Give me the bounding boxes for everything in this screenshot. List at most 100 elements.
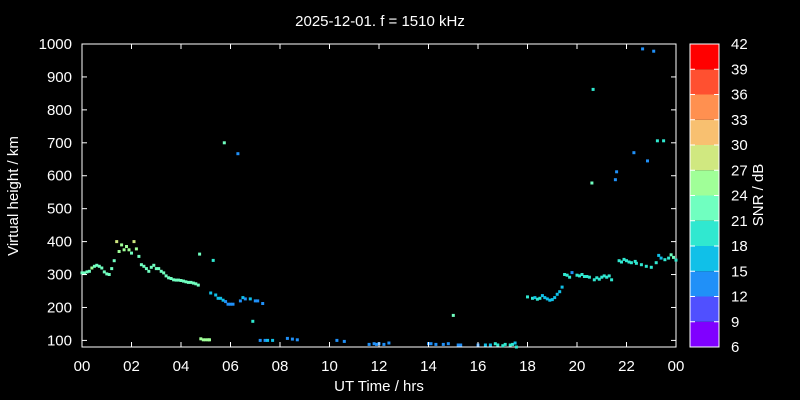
colorbar-tick-label: 12 [731, 289, 748, 306]
data-point [632, 151, 636, 155]
colorbar-segment [690, 195, 719, 221]
data-point [87, 269, 91, 273]
x-axis: 00 02 04 06 08 10 12 14 16 18 20 22 00 [74, 44, 684, 375]
data-point [592, 278, 596, 282]
colorbar-tick-label: 18 [731, 238, 748, 255]
data-point [238, 299, 242, 303]
data-point [258, 338, 262, 342]
data-point [602, 274, 606, 278]
data-point [585, 275, 589, 278]
data-point [199, 337, 203, 341]
data-point [92, 264, 96, 268]
data-point [191, 281, 195, 285]
data-point [80, 271, 84, 275]
data-point [667, 256, 671, 260]
data-point [545, 297, 549, 301]
data-point [216, 296, 220, 300]
data-point [211, 258, 215, 262]
data-point [620, 260, 623, 264]
data-point [266, 338, 270, 342]
data-point [514, 345, 518, 349]
colorbar-segment [690, 145, 719, 171]
y-tick-label: 1000 [39, 36, 72, 53]
y-tick-label: 200 [47, 299, 72, 316]
data-point [208, 338, 211, 342]
data-point [387, 341, 391, 345]
colorbar-segment [690, 69, 719, 95]
x-tick-label: 04 [173, 358, 190, 375]
data-point [540, 294, 544, 298]
data-point [483, 343, 487, 347]
colorbar-segment [690, 170, 719, 196]
data-point [372, 342, 376, 346]
chart-title: 2025-12-01. f = 1510 kHz [295, 13, 465, 30]
data-point [555, 292, 559, 296]
data-point [659, 256, 663, 260]
data-point [558, 290, 562, 294]
data-point [261, 302, 265, 305]
y-tick-label: 800 [47, 102, 72, 119]
y-tick-label: 600 [47, 168, 72, 185]
data-point [219, 296, 223, 300]
data-point [627, 260, 631, 264]
data-point [290, 337, 294, 341]
data-point [531, 296, 534, 300]
colorbar-segment [690, 246, 719, 272]
data-point [560, 285, 564, 289]
data-points [80, 47, 678, 349]
x-tick-label: 00 [74, 358, 91, 375]
data-point [633, 259, 637, 263]
data-point [83, 271, 86, 275]
data-point [591, 87, 595, 91]
colorbar-tick-label: 27 [731, 162, 748, 179]
data-point [459, 343, 463, 347]
data-point [610, 278, 614, 282]
data-point [159, 269, 163, 273]
data-point [174, 278, 178, 282]
data-point [90, 266, 94, 270]
x-tick-label: 20 [569, 358, 586, 375]
data-point [607, 274, 611, 278]
data-point [182, 279, 185, 283]
data-point [646, 159, 649, 163]
x-tick-label: 10 [321, 358, 338, 375]
y-tick-label: 500 [47, 201, 72, 218]
data-point [134, 247, 138, 251]
data-point [102, 270, 106, 274]
data-point [657, 253, 661, 257]
y-tick-label: 400 [47, 234, 72, 251]
data-point [451, 313, 455, 317]
x-tick-label: 14 [420, 358, 437, 375]
y-axis-label: Virtual height / km [5, 136, 22, 256]
data-point [248, 297, 252, 301]
data-point [95, 263, 99, 267]
data-point [629, 261, 633, 265]
colorbar-label: SNR / dB [750, 164, 767, 227]
data-point [511, 342, 515, 346]
data-point [615, 170, 619, 174]
data-point [342, 339, 346, 343]
data-point [189, 280, 193, 284]
data-point [209, 291, 213, 295]
data-point [550, 298, 554, 302]
colorbar-segment [690, 94, 719, 120]
data-point [538, 296, 542, 300]
colorbar-segment [690, 220, 719, 246]
colorbar-tick-label: 21 [731, 213, 748, 230]
data-point [271, 338, 275, 342]
data-point [501, 344, 505, 348]
x-tick-label: 18 [519, 358, 536, 375]
data-point [117, 250, 121, 253]
data-point [639, 263, 643, 267]
data-point [513, 341, 517, 345]
x-tick-label: 22 [618, 358, 635, 375]
data-point [488, 343, 492, 347]
data-point [446, 342, 450, 346]
data-point [221, 298, 225, 302]
data-point [543, 296, 547, 300]
data-point [367, 342, 371, 346]
data-point [172, 278, 176, 282]
data-point [263, 338, 267, 342]
data-point [179, 279, 183, 282]
colorbar-segment [690, 119, 719, 145]
